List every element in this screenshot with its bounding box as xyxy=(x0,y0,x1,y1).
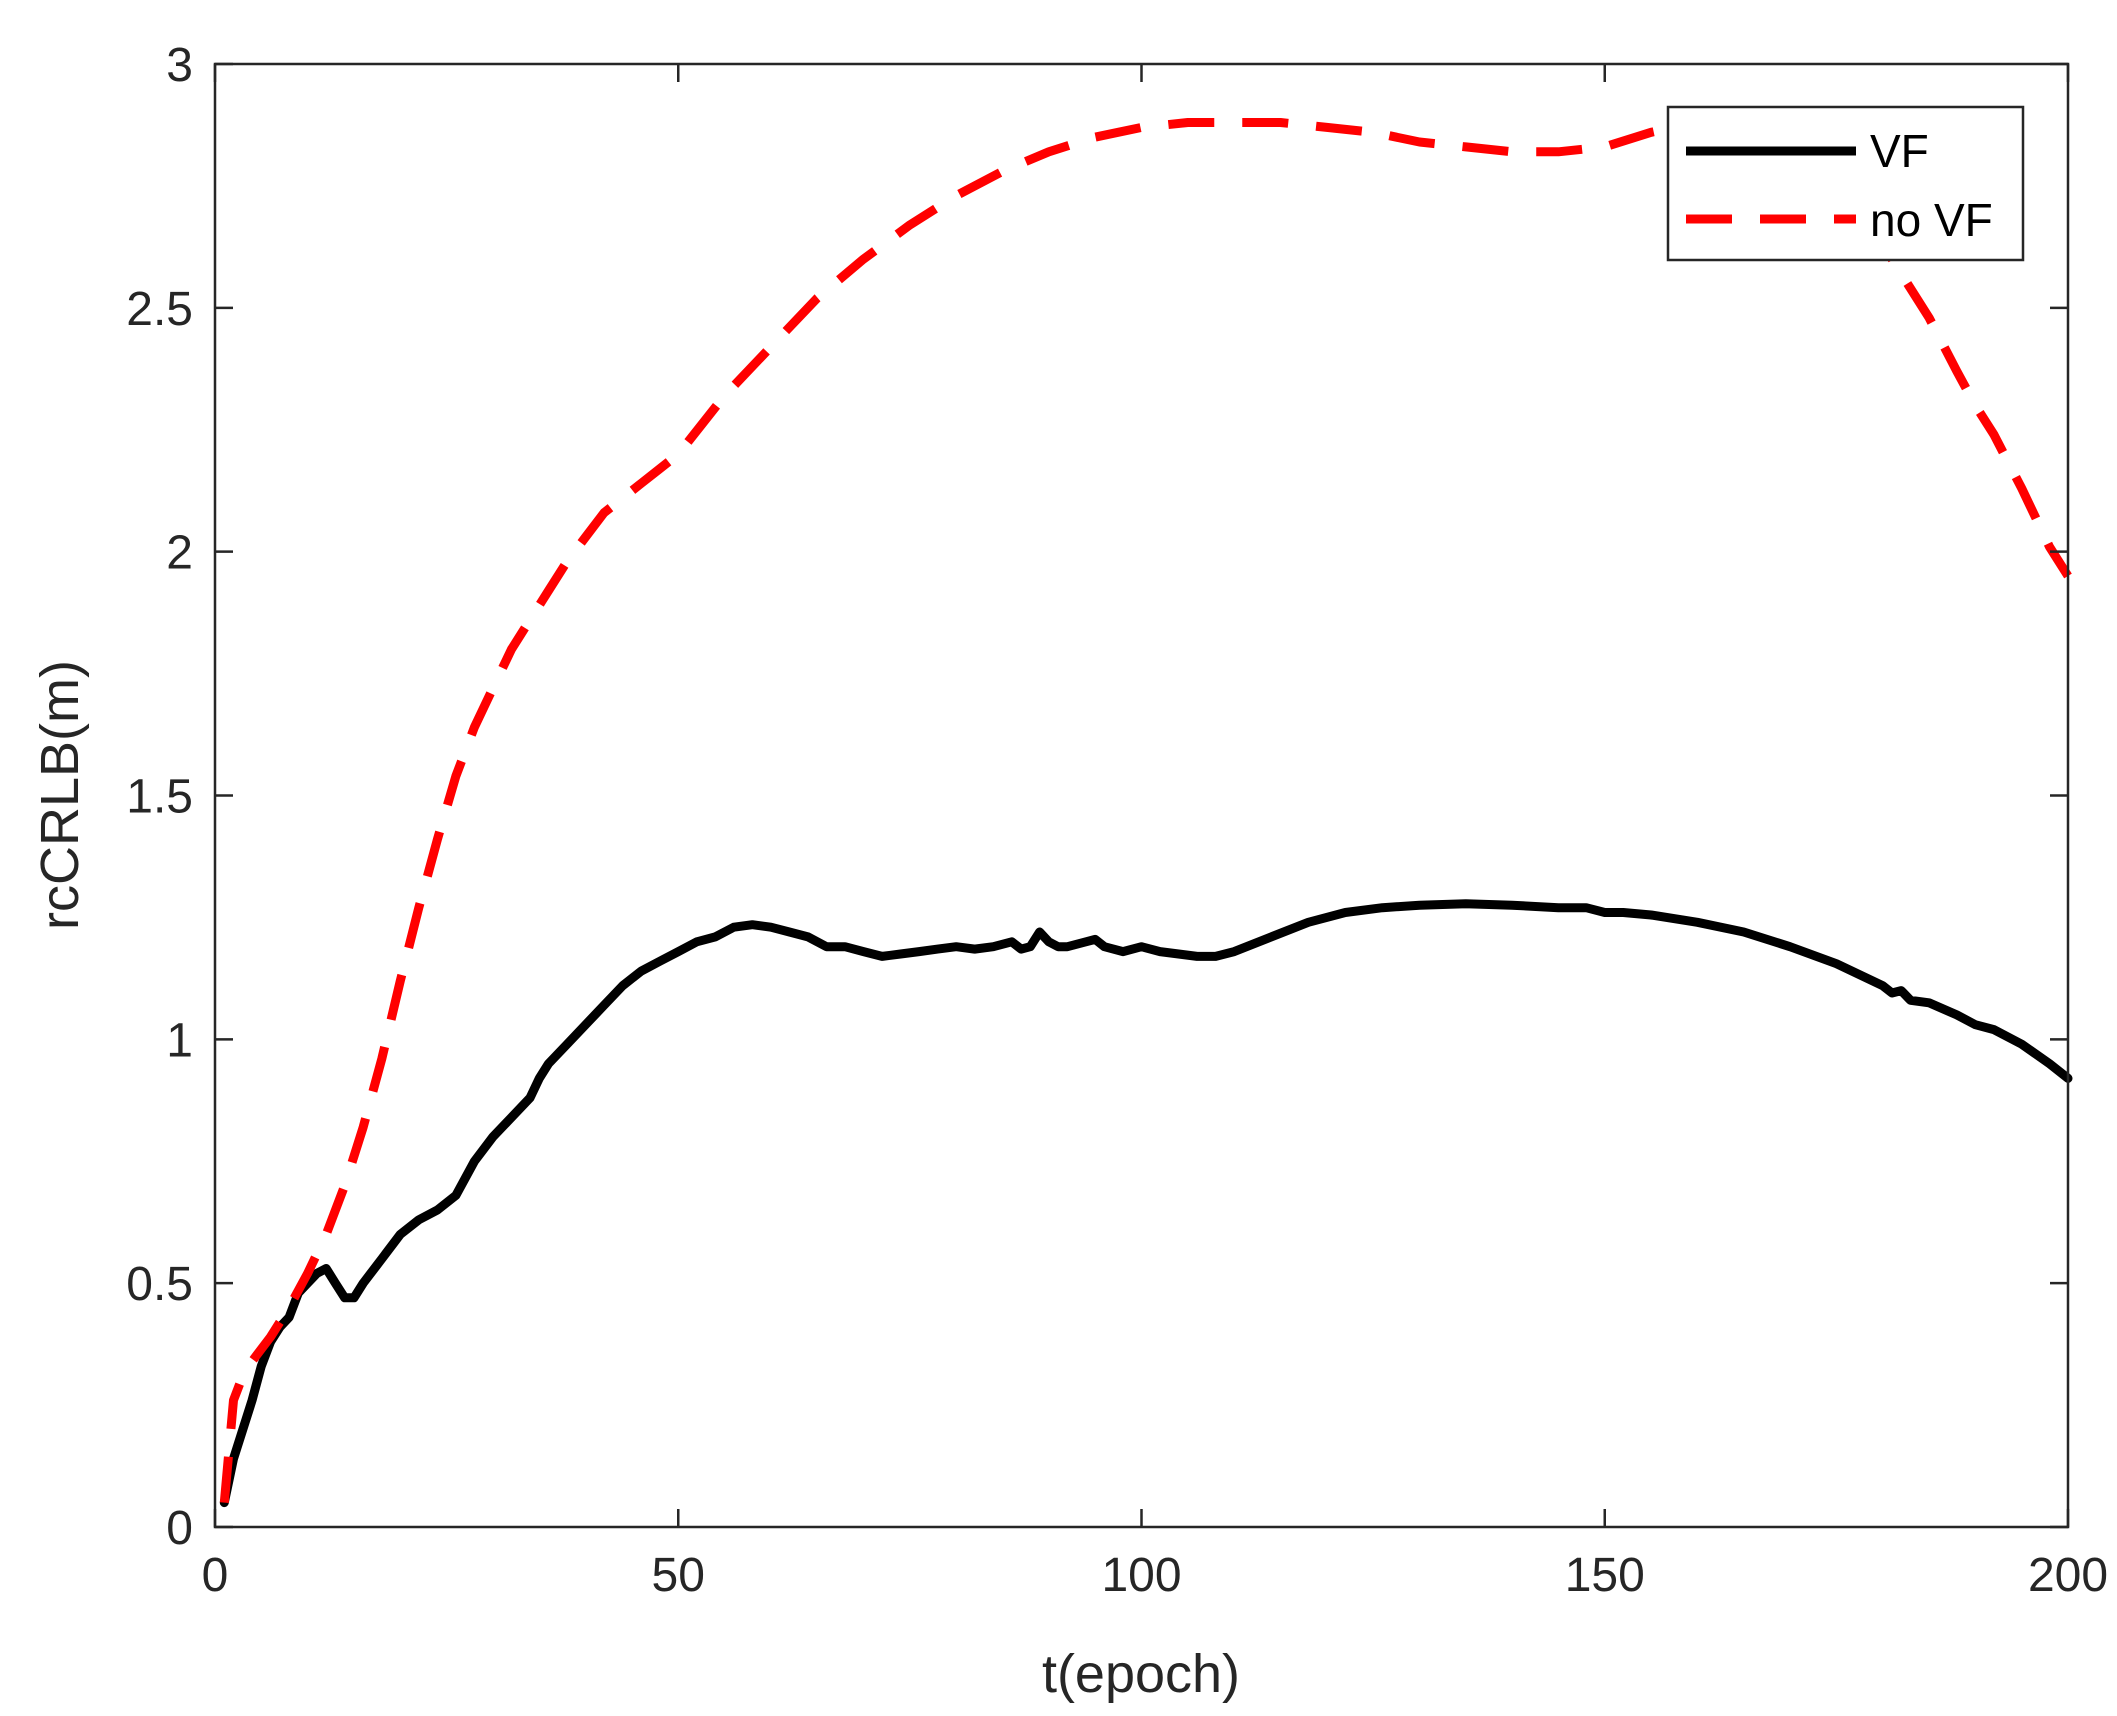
x-axis-label: t(epoch) xyxy=(1042,1644,1240,1704)
y-axis-label: rcCRLB(m) xyxy=(30,660,90,930)
y-tick-label: 2 xyxy=(166,527,193,580)
y-tick-label: 2.5 xyxy=(126,283,193,336)
y-tick-label: 0 xyxy=(166,1502,193,1555)
legend-label-no-vf: no VF xyxy=(1870,194,1993,246)
legend-label-vf: VF xyxy=(1870,125,1929,177)
y-tick-label: 1.5 xyxy=(126,771,193,824)
legend-box xyxy=(1666,105,2025,262)
x-tick-label: 50 xyxy=(652,1549,705,1602)
x-tick-label: 100 xyxy=(1101,1549,1181,1602)
y-tick-label: 1 xyxy=(166,1014,193,1067)
y-tick-label: 3 xyxy=(166,39,193,92)
y-tick-label: 0.5 xyxy=(126,1258,193,1311)
tick-layer: 0 50 100 150 200 0 0.5 1 1.5 2 2.5 3 xyxy=(126,39,2108,1602)
x-tick-label: 0 xyxy=(202,1549,229,1602)
series-line-vf xyxy=(219,899,2073,1508)
legend: VF no VF xyxy=(1666,105,2025,262)
x-tick-label: 150 xyxy=(1565,1549,1645,1602)
x-tick-label: 200 xyxy=(2028,1549,2108,1602)
